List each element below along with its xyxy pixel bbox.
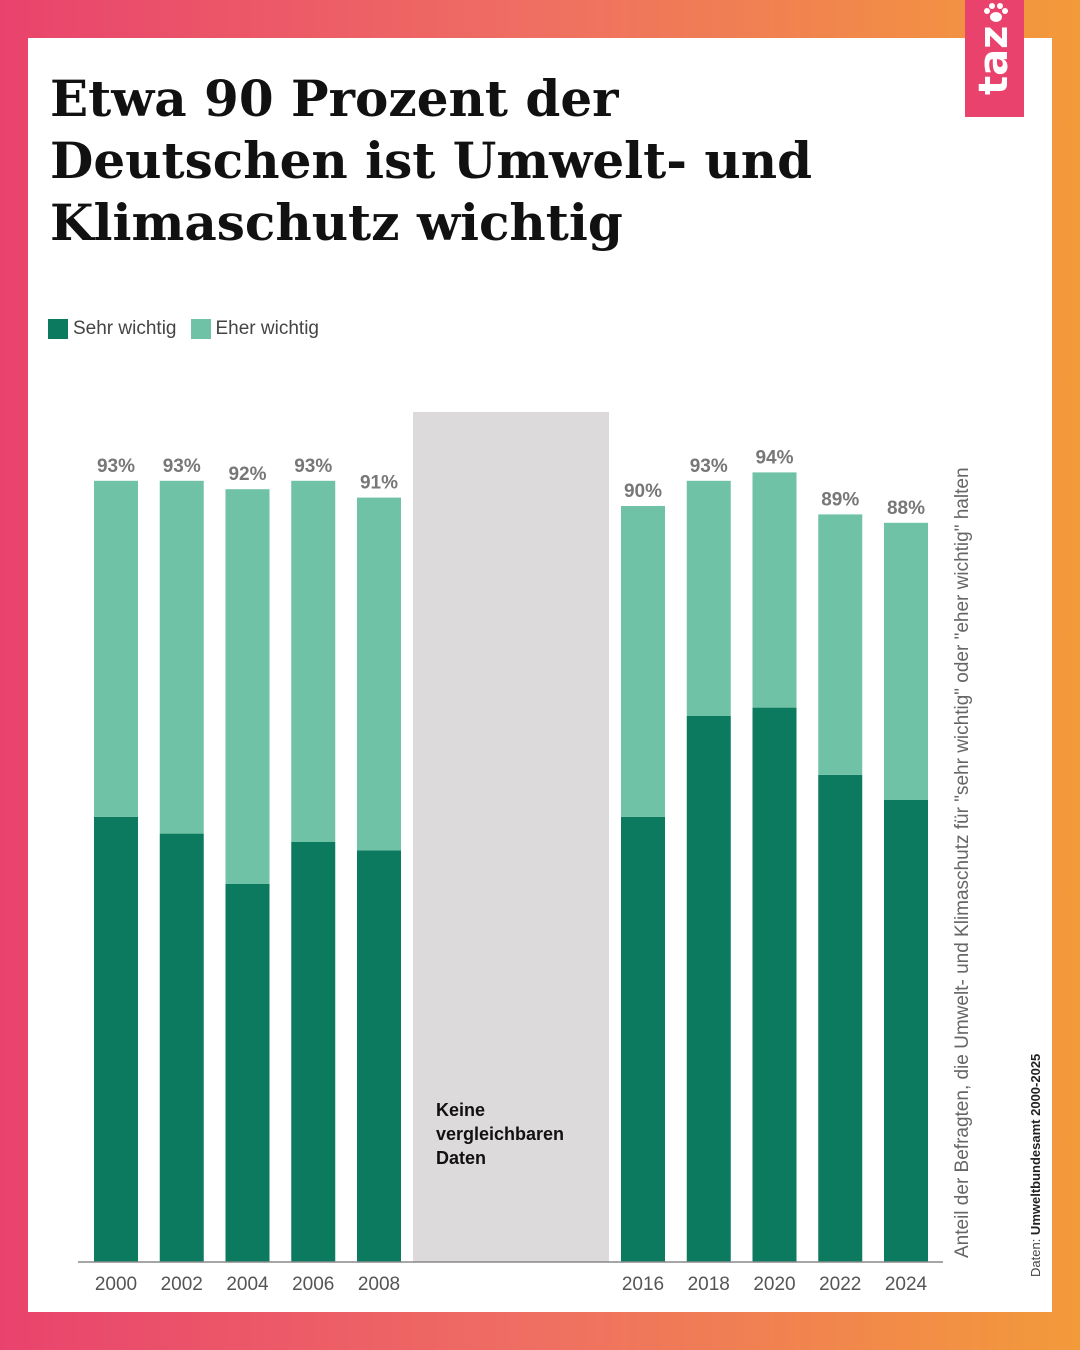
bar-sehr-wichtig-2000 xyxy=(94,816,138,1262)
paw-icon xyxy=(984,3,1008,22)
bar-sehr-wichtig-2004 xyxy=(225,884,270,1262)
total-label-2020: 94% xyxy=(755,447,793,468)
bar-eher-wichtig-2000 xyxy=(94,480,138,817)
chart-title: Etwa 90 Prozent der Deutschen ist Umwelt… xyxy=(50,69,813,252)
legend-label-eher: Eher wichtig xyxy=(215,318,320,339)
legend-item-eher: Eher wichtig xyxy=(190,318,320,340)
source-name: Umweltbundesamt 2000-2025 xyxy=(1028,1053,1043,1236)
total-label-2002: 93% xyxy=(163,456,201,477)
bar-sehr-wichtig-2020 xyxy=(752,707,797,1262)
total-label-2000: 93% xyxy=(97,456,135,477)
x-tick-label-2006: 2006 xyxy=(292,1274,334,1295)
bar-eher-wichtig-2024 xyxy=(884,522,928,800)
x-tick-label-2022: 2022 xyxy=(819,1274,861,1295)
bar-eher-wichtig-2022 xyxy=(818,514,863,775)
legend-item-sehr: Sehr wichtig xyxy=(48,318,177,340)
x-tick-label-2008: 2008 xyxy=(358,1274,400,1295)
total-label-2018: 93% xyxy=(690,456,728,477)
no-data-label-line: vergleichbaren xyxy=(436,1124,564,1144)
bar-sehr-wichtig-2018 xyxy=(686,716,731,1262)
total-label-2008: 91% xyxy=(360,473,398,494)
total-label-2004: 92% xyxy=(228,464,266,485)
taz-logo: taz xyxy=(965,0,1024,117)
x-tick-label-2016: 2016 xyxy=(622,1274,664,1295)
bar-sehr-wichtig-2024 xyxy=(884,800,928,1262)
x-tick-label-2004: 2004 xyxy=(226,1274,269,1295)
total-label-2006: 93% xyxy=(294,456,332,477)
legend: Sehr wichtig Eher wichtig xyxy=(48,318,333,340)
bar-eher-wichtig-2016 xyxy=(621,506,665,817)
bar-eher-wichtig-2006 xyxy=(291,480,336,842)
bar-sehr-wichtig-2016 xyxy=(621,816,665,1262)
bar-sehr-wichtig-2022 xyxy=(818,774,863,1262)
total-label-2016: 90% xyxy=(624,481,662,502)
bar-sehr-wichtig-2006 xyxy=(291,842,336,1262)
x-tick-label-2018: 2018 xyxy=(688,1274,730,1295)
x-tick-label-2002: 2002 xyxy=(161,1274,203,1295)
bar-sehr-wichtig-2002 xyxy=(159,833,204,1262)
total-label-2022: 89% xyxy=(821,489,859,510)
x-tick-label-2024: 2024 xyxy=(885,1274,928,1295)
source-note: Daten: Umweltbundesamt 2000-2025 xyxy=(1026,1054,1046,1277)
legend-swatch-eher xyxy=(190,319,211,339)
bar-eher-wichtig-2002 xyxy=(159,480,204,834)
bar-sehr-wichtig-2008 xyxy=(357,850,401,1262)
bar-eher-wichtig-2020 xyxy=(752,472,797,708)
x-tick-label-2020: 2020 xyxy=(753,1274,795,1295)
bar-eher-wichtig-2008 xyxy=(357,497,401,851)
bar-eher-wichtig-2004 xyxy=(225,489,270,884)
x-tick-label-2000: 2000 xyxy=(95,1274,137,1295)
no-data-label: Keine vergleichbaren Daten xyxy=(436,1100,564,1168)
no-data-label-line: Keine xyxy=(436,1100,485,1120)
no-data-band xyxy=(413,412,609,1262)
source-prefix: Daten: xyxy=(1028,1238,1043,1277)
no-data-label-line: Daten xyxy=(436,1148,486,1168)
legend-swatch-sehr xyxy=(48,319,68,339)
y-axis-description: Anteil der Befragten, die Umwelt- und Kl… xyxy=(952,467,973,1258)
total-label-2024: 88% xyxy=(887,498,925,519)
legend-label-sehr: Sehr wichtig xyxy=(73,318,177,339)
bar-eher-wichtig-2018 xyxy=(686,480,731,716)
